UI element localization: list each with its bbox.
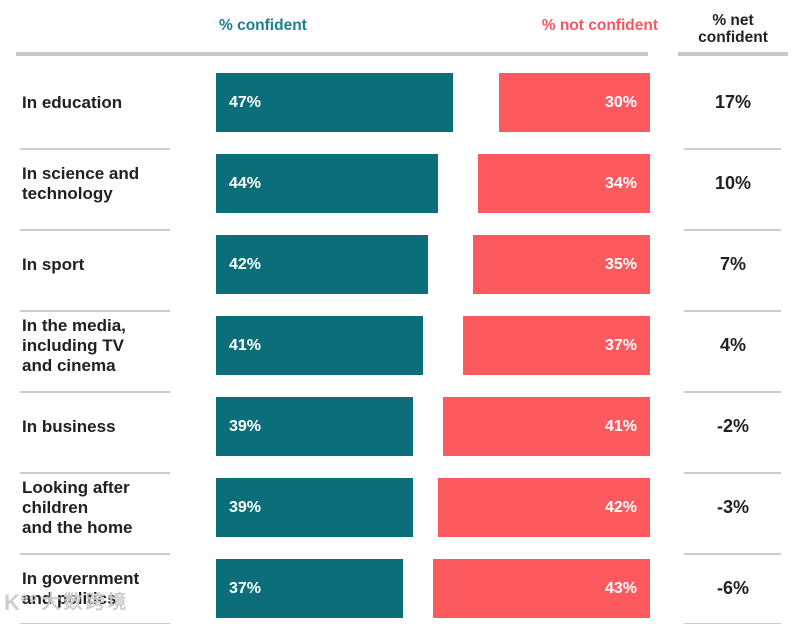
row-divider: [684, 310, 781, 312]
row-divider: [20, 391, 170, 393]
row-divider: [20, 310, 170, 312]
net-value: 17%: [714, 92, 752, 112]
row-divider: [20, 553, 170, 555]
not-confident-bar: 30%: [498, 73, 650, 132]
bars-area: 44% 34%: [216, 143, 650, 224]
net-column-label: % net confident: [698, 12, 768, 46]
watermark-text: 大数跨境: [41, 592, 130, 613]
net-value: -2%: [716, 416, 749, 436]
row-divider: [20, 148, 170, 150]
net-value: 10%: [714, 173, 752, 193]
row-divider: [684, 391, 781, 393]
row-divider: [684, 553, 781, 555]
category-label: In education: [22, 92, 123, 112]
confident-bar: 47%: [216, 73, 454, 132]
confident-bar: 44%: [216, 154, 439, 213]
category-label: In science and technology: [22, 163, 140, 203]
category-label: In sport: [22, 254, 85, 274]
confident-bar: 37%: [216, 559, 403, 618]
category-label: In government and politics: [22, 568, 140, 608]
chart-row: In education 47% 30% 17%: [0, 62, 796, 143]
not-confident-value: 37%: [604, 336, 637, 354]
bars-area: 37% 43%: [216, 548, 650, 629]
row-divider: [20, 622, 170, 624]
bars-area: 47% 30%: [216, 62, 650, 143]
confident-bar: 42%: [216, 235, 429, 294]
bars-area: 42% 35%: [216, 224, 650, 305]
chart-row: In government and politics 37% 43% -6%: [0, 548, 796, 629]
confident-bar: 39%: [216, 397, 413, 456]
not-confident-value: 41%: [604, 417, 637, 435]
not-confident-bar: 35%: [473, 235, 650, 294]
not-confident-bar: 41%: [442, 397, 650, 456]
chart-row: In science and technology 44% 34% 10%: [0, 143, 796, 224]
bars-area: 41% 37%: [216, 305, 650, 386]
bars-area: 39% 41%: [216, 386, 650, 467]
category-label: In the media, including TV and cinema: [22, 315, 126, 375]
row-divider: [684, 229, 781, 231]
not-confident-value: 34%: [604, 174, 637, 192]
row-divider: [684, 472, 781, 474]
not-confident-value: 35%: [604, 255, 637, 273]
chart-row: In sport 42% 35% 7%: [0, 224, 796, 305]
confident-value: 37%: [229, 579, 262, 597]
row-divider: [20, 229, 170, 231]
net-header-underline: [678, 52, 788, 56]
confident-series-label: % confident: [219, 17, 307, 34]
row-divider: [20, 472, 170, 474]
watermark: K°° 大数跨境: [4, 592, 130, 614]
confident-value: 39%: [229, 417, 262, 435]
confident-value: 47%: [229, 93, 262, 111]
not-confident-value: 43%: [604, 579, 637, 597]
confident-value: 42%: [229, 255, 262, 273]
chart-rows: In education 47% 30% 17% In science and tech…: [0, 62, 796, 629]
chart-row: In business 39% 41% -2%: [0, 386, 796, 467]
net-value: 7%: [719, 254, 746, 274]
not-confident-series-label: % not confident: [541, 17, 658, 34]
chart-header: % confident % not confident % net confid…: [0, 0, 796, 62]
confident-value: 39%: [229, 498, 262, 516]
not-confident-value: 30%: [604, 93, 637, 111]
not-confident-bar: 34%: [478, 154, 650, 213]
category-label: Looking after children and the home: [22, 477, 133, 537]
bars-area: 39% 42%: [216, 467, 650, 548]
confident-value: 44%: [229, 174, 262, 192]
net-value: -6%: [716, 578, 749, 598]
confident-value: 41%: [229, 336, 262, 354]
net-value: -3%: [716, 497, 749, 517]
not-confident-bar: 42%: [437, 478, 650, 537]
net-value: 4%: [719, 335, 746, 355]
not-confident-value: 42%: [604, 498, 637, 516]
not-confident-bar: 43%: [432, 559, 650, 618]
watermark-logo-icon: K°°: [4, 590, 38, 615]
row-divider: [684, 148, 781, 150]
header-underline: [16, 52, 648, 56]
confident-bar: 39%: [216, 478, 413, 537]
not-confident-bar: 37%: [463, 316, 650, 375]
chart-row: In the media, including TV and cinema 41%…: [0, 305, 796, 386]
chart-row: Looking after children and the home 39% 42…: [0, 467, 796, 548]
row-divider: [684, 622, 781, 624]
confident-bar: 41%: [216, 316, 424, 375]
category-label: In business: [22, 416, 116, 436]
